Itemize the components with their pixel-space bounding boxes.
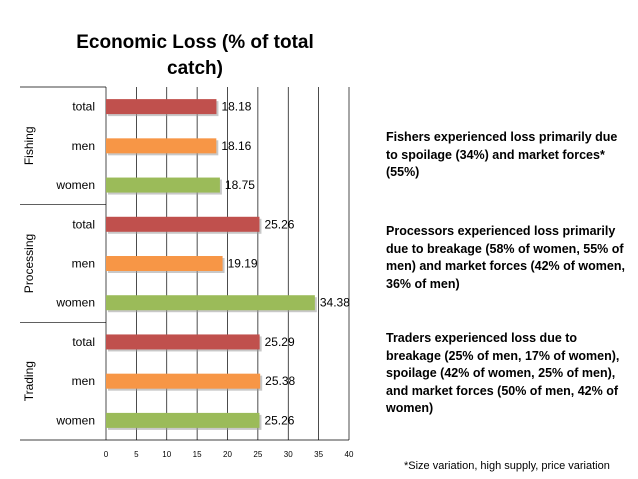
x-tick-label: 35 xyxy=(314,450,323,459)
trading-note: Traders experienced loss due to breakage… xyxy=(386,331,620,415)
category-label: total xyxy=(72,100,95,114)
group-label: Fishing xyxy=(22,126,36,165)
value-label: 25.38 xyxy=(265,374,295,388)
bar xyxy=(106,138,217,154)
value-label: 34.38 xyxy=(320,296,350,310)
bar xyxy=(106,256,223,271)
category-label: total xyxy=(72,335,95,349)
x-tick-label: 10 xyxy=(162,450,171,459)
category-label: women xyxy=(55,178,95,192)
bar xyxy=(106,295,315,311)
category-label: men xyxy=(72,139,95,153)
value-label: 18.16 xyxy=(221,139,251,153)
category-label: men xyxy=(72,374,95,388)
category-label: total xyxy=(72,217,95,231)
value-label: 18.75 xyxy=(225,178,255,192)
bar xyxy=(106,334,260,350)
x-tick-label: 30 xyxy=(284,450,293,459)
x-tick-label: 25 xyxy=(253,450,262,459)
value-label: 18.18 xyxy=(221,100,251,114)
footnote: *Size variation, high supply, price vari… xyxy=(404,460,610,472)
x-tick-label: 0 xyxy=(104,450,109,459)
category-label: men xyxy=(72,257,95,271)
fishing-note: Fishers experienced loss primarily due t… xyxy=(386,130,618,179)
group-label: Trading xyxy=(22,361,36,401)
group-label: Processing xyxy=(22,234,36,293)
value-label: 19.19 xyxy=(228,257,258,271)
chart-title-line-1: Economic Loss (% of total xyxy=(76,32,314,53)
chart-title-line-2: catch) xyxy=(167,58,223,79)
x-tick-label: 15 xyxy=(193,450,202,459)
x-tick-label: 20 xyxy=(223,450,232,459)
value-label: 25.26 xyxy=(264,413,294,427)
bar xyxy=(106,412,260,428)
bar xyxy=(106,99,217,115)
value-label: 25.26 xyxy=(264,217,294,231)
bar xyxy=(106,177,220,193)
processing-note: Processors experienced loss primarily du… xyxy=(386,224,625,291)
chart-title: Economic Loss (% of total catch) xyxy=(60,30,330,82)
bar xyxy=(106,216,260,232)
x-tick-label: 40 xyxy=(345,450,354,459)
value-label: 25.29 xyxy=(265,335,295,349)
category-label: women xyxy=(55,296,95,310)
bar xyxy=(106,373,261,389)
category-label: women xyxy=(55,413,95,427)
x-tick-label: 5 xyxy=(134,450,139,459)
